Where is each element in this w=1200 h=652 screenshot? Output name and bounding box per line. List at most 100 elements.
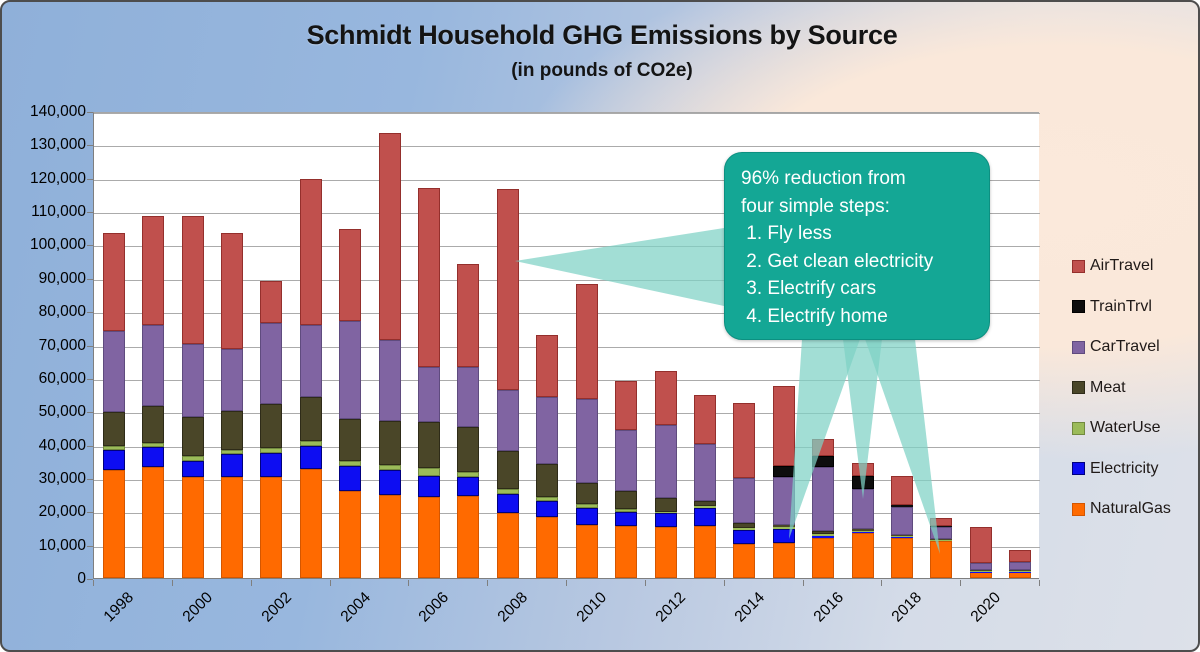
bar-segment-wateruse-2015 (772, 527, 795, 529)
x-axis-label: 2014 (731, 589, 768, 626)
bar-segment-wateruse-2020 (969, 570, 992, 572)
bar-segment-airtravel-2021 (1009, 550, 1032, 562)
legend-item-wateruse: WaterUse (1072, 419, 1171, 437)
bar-segment-wateruse-2012 (654, 511, 677, 514)
y-axis-label: 40,000 (38, 436, 86, 454)
bar-segment-cartravel-2000 (181, 343, 204, 418)
chart-title: Schmidt Household GHG Emissions by Sourc… (306, 20, 898, 50)
legend-swatch-icon (1072, 340, 1085, 354)
bar-segment-meat-2011 (615, 490, 638, 509)
bar-segment-wateruse-1999 (142, 443, 165, 448)
bar-segment-cartravel-1999 (142, 325, 165, 406)
bar-segment-airtravel-2015 (772, 386, 795, 466)
callout-box: 96% reduction from four simple steps: 1. … (724, 152, 990, 340)
bar-segment-airtravel-2012 (654, 371, 677, 426)
bar-segment-cartravel-2005 (378, 339, 401, 422)
y-axis-tick (87, 512, 93, 514)
bar-segment-wateruse-2003 (299, 441, 322, 446)
bar-segment-airtravel-1999 (142, 216, 165, 326)
bar-segment-airtravel-2007 (457, 264, 480, 367)
y-axis-label: 90,000 (38, 269, 86, 287)
bar-segment-electricity-2006 (418, 475, 441, 498)
bar-segment-electricity-2009 (536, 500, 559, 517)
bar-segment-airtravel-2003 (299, 179, 322, 326)
bar-segment-cartravel-2004 (339, 320, 362, 419)
gridline (94, 113, 1040, 114)
x-axis-tick (487, 580, 489, 586)
bar-segment-cartravel-2010 (575, 398, 598, 484)
x-axis-tick (171, 580, 173, 586)
y-axis-tick (87, 445, 93, 447)
bar-segment-electricity-2013 (693, 507, 716, 526)
bar-segment-naturalgas-2010 (575, 524, 598, 578)
y-axis-label: 20,000 (38, 503, 86, 521)
bar-segment-wateruse-2009 (536, 496, 559, 501)
bar-segment-cartravel-2009 (536, 396, 559, 464)
x-axis-tick (250, 580, 252, 586)
bar-segment-meat-2017 (851, 528, 874, 531)
bar-segment-cartravel-2014 (733, 478, 756, 524)
bar-segment-naturalgas-2001 (220, 476, 243, 578)
bar-segment-traintrvl-2016 (812, 455, 835, 468)
bar-segment-naturalgas-2005 (378, 494, 401, 578)
y-axis-tick (87, 312, 93, 314)
bar-segment-cartravel-2001 (220, 348, 243, 411)
gridline (94, 346, 1040, 348)
bar-segment-cartravel-2002 (260, 322, 283, 404)
bar-segment-cartravel-1998 (102, 331, 125, 413)
callout-text-line: 3. Electrify cars (741, 278, 877, 300)
y-axis-tick (87, 245, 93, 247)
bar-segment-wateruse-2010 (575, 503, 598, 508)
bar-segment-electricity-2017 (851, 531, 874, 533)
bar-segment-meat-2015 (772, 524, 795, 528)
bar-segment-wateruse-2001 (220, 449, 243, 455)
bar-segment-airtravel-2014 (733, 402, 756, 479)
bar-segment-electricity-2010 (575, 507, 598, 525)
y-axis-tick (87, 278, 93, 280)
bar-segment-meat-2014 (733, 523, 756, 529)
bar-segment-electricity-2008 (496, 493, 519, 514)
x-axis-label: 2006 (415, 589, 453, 626)
legend-swatch-icon (1072, 300, 1085, 313)
x-axis-tick (723, 580, 725, 586)
legend-label: TrainTrvl (1090, 297, 1152, 315)
bar-segment-wateruse-2002 (260, 447, 283, 453)
y-axis-tick (87, 345, 93, 347)
y-axis-tick (87, 478, 93, 480)
bar-segment-naturalgas-2020 (969, 572, 992, 578)
bar-segment-meat-2018 (891, 535, 914, 537)
bar-segment-naturalgas-2013 (693, 525, 716, 578)
bar-segment-naturalgas-2002 (260, 476, 283, 578)
bar-segment-electricity-2007 (457, 477, 480, 496)
bar-segment-cartravel-2003 (299, 325, 322, 398)
x-axis-label: 2010 (573, 589, 611, 626)
bar-segment-electricity-2014 (733, 529, 756, 545)
callout-text-line: 2. Get clean electricity (741, 250, 934, 272)
bar-segment-airtravel-2020 (969, 526, 992, 564)
bar-segment-wateruse-2008 (496, 488, 519, 494)
bar-segment-naturalgas-2016 (812, 537, 835, 578)
bar-segment-naturalgas-2007 (457, 495, 480, 578)
gridline (94, 513, 1040, 515)
bar-segment-wateruse-2006 (418, 467, 441, 476)
bar-segment-meat-2002 (260, 403, 283, 448)
bar-segment-electricity-2004 (339, 465, 362, 491)
bar-segment-cartravel-2021 (1009, 562, 1032, 571)
callout-text-line: 1. Fly less (741, 223, 832, 245)
bar-segment-airtravel-2010 (575, 284, 598, 399)
bar-segment-wateruse-2017 (851, 530, 874, 532)
bar-segment-naturalgas-2006 (418, 497, 441, 578)
x-axis-label: 2020 (967, 589, 1005, 626)
bar-segment-airtravel-2018 (891, 476, 914, 506)
x-axis-label: 2000 (179, 589, 216, 626)
x-axis-tick (802, 580, 804, 586)
bar-segment-wateruse-2011 (615, 508, 638, 513)
bar-segment-cartravel-2019 (930, 526, 953, 539)
legend-swatch-icon (1072, 462, 1085, 475)
gridline (94, 379, 1040, 381)
bar-segment-naturalgas-2009 (536, 516, 559, 578)
bar-segment-airtravel-2000 (181, 216, 204, 344)
x-axis-label: 2012 (652, 589, 689, 626)
gridline (94, 413, 1040, 415)
